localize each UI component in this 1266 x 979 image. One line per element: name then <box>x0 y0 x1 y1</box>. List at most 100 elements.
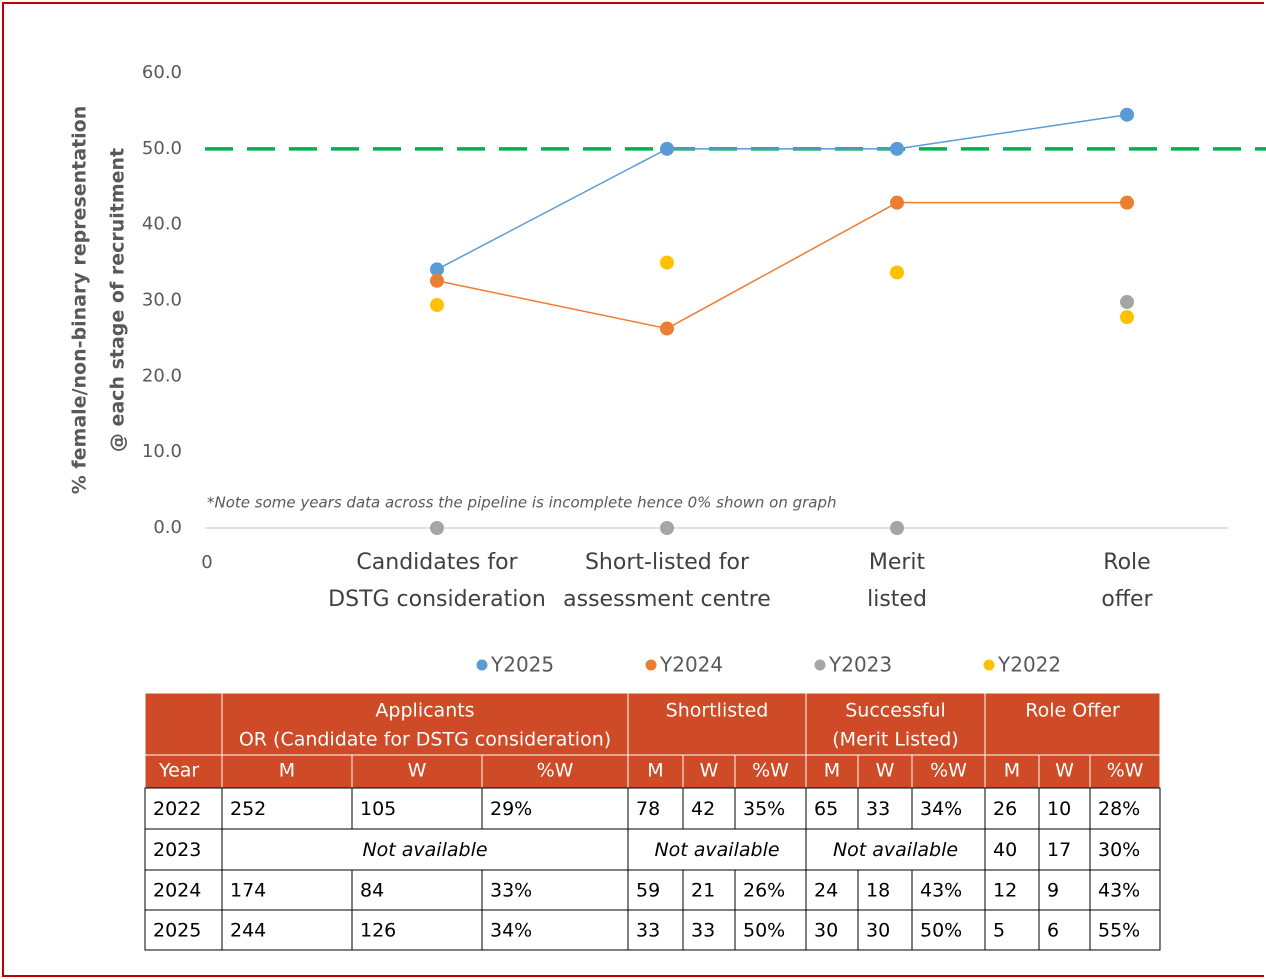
data-point <box>430 298 444 313</box>
table-cell <box>911 754 986 789</box>
table-cell-text: 26 <box>993 798 1017 820</box>
table-cell <box>481 754 629 789</box>
legend-label: Y2025 <box>490 653 554 677</box>
table-cell-text: Not available <box>362 839 487 861</box>
table-cell-text: Not available <box>654 839 779 861</box>
x-tick-label: Role <box>1103 550 1150 575</box>
table-cell <box>1038 754 1091 789</box>
table-cell-text: 30 <box>814 920 838 942</box>
table-cell-text: 17 <box>1047 839 1071 861</box>
data-point <box>430 273 444 288</box>
table-cell <box>857 787 913 830</box>
table-cell <box>984 828 1040 871</box>
table-cell-text: 244 <box>230 920 266 942</box>
legend-label: Y2022 <box>997 653 1061 677</box>
table-cell <box>1089 787 1161 830</box>
table-cell-text: 2023 <box>153 839 201 861</box>
table-cell <box>144 692 223 756</box>
table-cell-text: Not available <box>833 839 958 861</box>
table-cell <box>221 692 629 756</box>
table-group-header: (Merit Listed) <box>832 729 958 751</box>
table-cell-text: 105 <box>360 798 396 820</box>
table-cell-text: 50% <box>743 920 785 942</box>
table-cell <box>221 787 353 830</box>
table-cell <box>805 828 986 871</box>
table-cell <box>221 828 629 871</box>
x-tick-label: offer <box>1101 587 1153 612</box>
y-tick-label: 20.0 <box>142 365 182 386</box>
table-cell <box>911 909 986 951</box>
table-cell <box>911 869 986 911</box>
table-cell <box>144 787 223 830</box>
data-point <box>890 195 904 210</box>
table-cell-text: 42 <box>691 798 715 820</box>
table-cell <box>682 787 736 830</box>
data-point <box>1120 195 1134 210</box>
table-group-header: Successful <box>845 700 946 722</box>
data-point <box>1120 107 1134 122</box>
x-tick-label: DSTG consideration <box>328 587 546 612</box>
table-cell <box>857 909 913 951</box>
y-tick-label: 30.0 <box>142 290 182 311</box>
table-subheader: Year <box>158 760 199 782</box>
data-point <box>890 521 904 535</box>
legend-marker <box>983 659 995 671</box>
series-line <box>436 201 1127 330</box>
table-cell-text: 26% <box>743 880 785 902</box>
table-cell-text: 24 <box>814 880 838 902</box>
table-cell-text: 126 <box>360 920 396 942</box>
y-tick-label: 10.0 <box>142 441 182 462</box>
data-point <box>1120 310 1134 325</box>
legend-marker <box>645 659 657 671</box>
table-cell-text: 21 <box>691 880 715 902</box>
table-cell <box>221 869 353 911</box>
table-cell <box>734 909 807 951</box>
table-cell <box>627 828 807 871</box>
table-subheader: W <box>876 760 895 782</box>
x-tick-label: Short-listed for <box>585 550 750 575</box>
table-cell-text: 65 <box>814 798 838 820</box>
x-origin-label: 0 <box>201 552 212 573</box>
table-subheader: %W <box>752 760 789 782</box>
table-cell-text: 2025 <box>153 920 201 942</box>
table-cell <box>911 787 986 830</box>
table-subheader: W <box>408 760 427 782</box>
table-cell-text: 12 <box>993 880 1017 902</box>
x-tick-label: Candidates for <box>356 550 518 575</box>
table-cell-text: 59 <box>636 880 660 902</box>
data-point <box>890 265 904 280</box>
data-point <box>660 321 674 336</box>
data-point <box>890 141 904 156</box>
table-cell-text: 55% <box>1098 920 1140 942</box>
table-cell <box>1089 828 1161 871</box>
table-cell-text: 29% <box>490 798 532 820</box>
data-point <box>660 521 674 535</box>
annotation: *Note some years data across the pipelin… <box>207 494 837 512</box>
table-cell <box>481 909 629 951</box>
table-cell-text: 40 <box>993 839 1017 861</box>
legend-label: Y2023 <box>828 653 892 677</box>
table-cell <box>805 787 859 830</box>
y-tick-label: 60.0 <box>142 62 182 83</box>
table-subheader: %W <box>1107 760 1144 782</box>
table-cell <box>682 754 736 789</box>
y-axis-label: @ each stage of recruitment <box>107 148 129 452</box>
table-cell-text: 30% <box>1098 839 1140 861</box>
table-cell-text: 34% <box>920 798 962 820</box>
y-tick-label: 40.0 <box>142 214 182 235</box>
legend-label: Y2024 <box>659 653 723 677</box>
table-cell <box>984 869 1040 911</box>
table-cell <box>144 909 223 951</box>
table-cell-text: 33 <box>636 920 660 942</box>
table-cell-text: 5 <box>993 920 1005 942</box>
series-line <box>436 113 1128 271</box>
table-cell-text: 18 <box>866 880 890 902</box>
x-tick-label: Merit <box>869 550 926 575</box>
x-tick-label: listed <box>867 587 927 612</box>
y-tick-label: 50.0 <box>142 138 182 159</box>
data-point <box>430 262 444 277</box>
table-subheader: M <box>279 760 295 782</box>
table-cell <box>351 787 483 830</box>
